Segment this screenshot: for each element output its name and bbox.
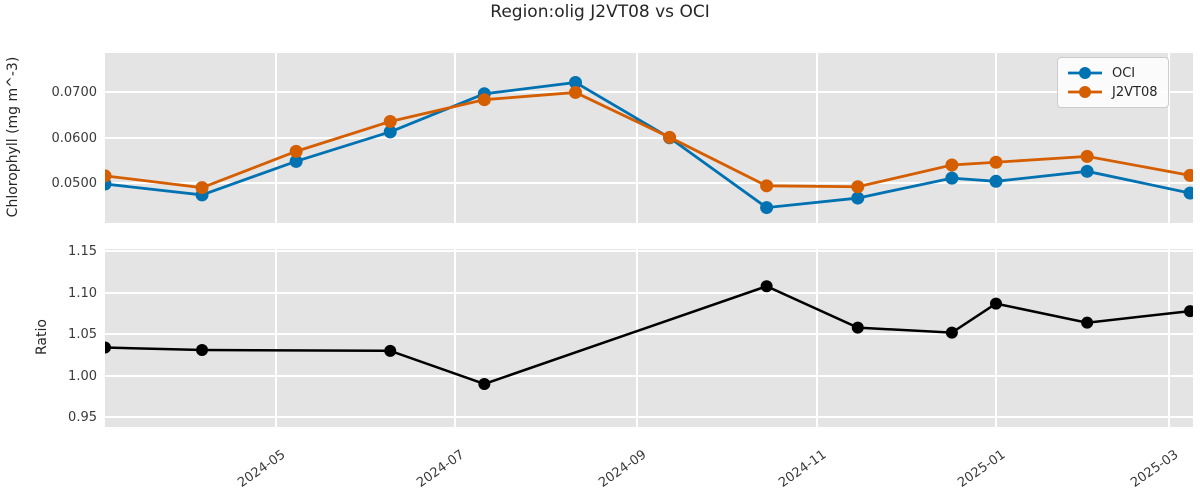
ratio-data-point bbox=[384, 344, 397, 357]
j2vt08-data-point bbox=[383, 114, 397, 128]
y-gridline bbox=[105, 136, 1193, 139]
j2vt08-line bbox=[105, 91, 1191, 190]
x-tick-label: 2025-03 bbox=[1128, 447, 1182, 491]
ratio-data-point bbox=[945, 326, 958, 339]
oci-data-point bbox=[383, 125, 397, 139]
legend-label: J2VT08 bbox=[1112, 84, 1158, 100]
y-gridline bbox=[105, 91, 1193, 94]
legend-line-marker-icon bbox=[1068, 86, 1102, 98]
x-gridline bbox=[1168, 249, 1171, 427]
ratio-data-point bbox=[478, 377, 491, 390]
j2vt08-data-point bbox=[477, 93, 491, 107]
y-gridline bbox=[105, 250, 1193, 253]
y-gridline bbox=[105, 291, 1193, 294]
oci-data-point bbox=[851, 191, 865, 205]
j2vt08-data-point bbox=[945, 158, 959, 172]
j2vt08-data-point bbox=[760, 179, 774, 193]
ratio-data-point bbox=[105, 341, 111, 354]
j2vt08-data-point bbox=[989, 155, 1003, 169]
legend-label: OCI bbox=[1112, 65, 1136, 81]
ratio-data-point bbox=[1184, 305, 1193, 318]
chart-title: Region:olig J2VT08 vs OCI bbox=[490, 2, 710, 22]
x-tick-label: 2025-01 bbox=[955, 447, 1009, 491]
ratio-data-point bbox=[1081, 316, 1094, 329]
y-gridline bbox=[105, 374, 1193, 377]
x-gridline bbox=[636, 249, 639, 427]
j2vt08-data-point bbox=[663, 130, 677, 144]
oci-data-point bbox=[1183, 186, 1193, 200]
j2vt08-data-point bbox=[1080, 149, 1094, 163]
y-gridline bbox=[105, 182, 1193, 185]
j2vt08-data-point bbox=[1183, 168, 1193, 182]
oci-data-point bbox=[568, 75, 582, 89]
j2vt08-data-point bbox=[105, 169, 112, 183]
oci-data-point bbox=[989, 174, 1003, 188]
j2vt08-data-point bbox=[568, 85, 582, 99]
ratio-data-point bbox=[851, 321, 864, 334]
x-gridline bbox=[815, 249, 818, 427]
y-axis-label-ratio: Ratio bbox=[34, 319, 50, 355]
ratio-plot-area bbox=[105, 249, 1193, 427]
y-gridline bbox=[105, 416, 1193, 419]
ratio-data-point bbox=[989, 297, 1002, 310]
ratio-data-point bbox=[760, 280, 773, 293]
oci-data-point bbox=[1080, 164, 1094, 178]
j2vt08-data-point bbox=[289, 144, 303, 158]
oci-data-point bbox=[760, 201, 774, 215]
x-gridline bbox=[453, 249, 456, 427]
legend: OCI J2VT08 bbox=[1057, 57, 1170, 108]
oci-data-point bbox=[945, 171, 959, 185]
j2vt08-data-point bbox=[851, 180, 865, 194]
j2vt08-data-point bbox=[195, 181, 209, 195]
x-gridline bbox=[994, 249, 997, 427]
x-gridline bbox=[274, 249, 277, 427]
x-tick-label: 2024-05 bbox=[234, 447, 288, 491]
y-gridline bbox=[105, 333, 1193, 336]
legend-line-marker-icon bbox=[1068, 67, 1102, 79]
x-tick-label: 2024-09 bbox=[596, 447, 650, 491]
oci-data-point bbox=[289, 154, 303, 168]
ratio-data-point bbox=[196, 344, 209, 357]
x-tick-label: 2024-11 bbox=[775, 447, 829, 491]
chlorophyll-plot-area bbox=[105, 53, 1193, 223]
legend-item-oci: OCI bbox=[1067, 65, 1157, 81]
oci-line bbox=[105, 81, 1191, 210]
ratio-line bbox=[105, 284, 1191, 386]
y-axis-label-chlorophyll: Chlorophyll (mg m^-3) bbox=[5, 56, 21, 218]
legend-item-j2vt08: J2VT08 bbox=[1067, 84, 1157, 100]
x-tick-label: 2024-07 bbox=[414, 447, 468, 491]
